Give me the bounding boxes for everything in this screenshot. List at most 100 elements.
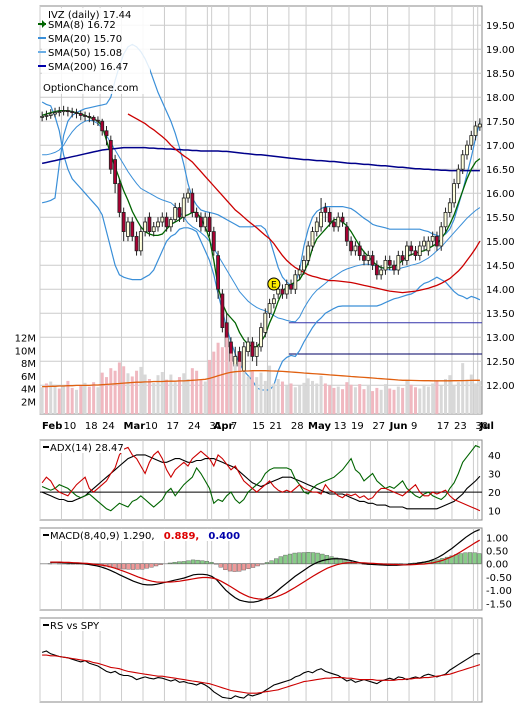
price-y-tick-2: 18.50 xyxy=(486,69,515,80)
macd-hist-bar-28 xyxy=(177,561,182,564)
candle-body-60 xyxy=(297,269,302,276)
volume-bar-60 xyxy=(298,385,302,414)
rs-title-swatch xyxy=(43,624,49,626)
volume-y-tick-3: 6M xyxy=(21,372,36,383)
adx-y-tick-1: 30 xyxy=(488,469,501,480)
volume-bar-83 xyxy=(396,386,400,414)
candle-body-14 xyxy=(100,120,105,132)
macd-title-background xyxy=(42,529,232,541)
volume-bar-40 xyxy=(212,351,216,414)
volume-bar-75 xyxy=(362,389,366,414)
price-y-tick-15: 12.00 xyxy=(486,381,515,392)
macd-hist-bar-37 xyxy=(218,563,223,568)
price-y-axis-labels: 19.50 19.00 18.50 18.00 17.50 17.00 16.50 16.00… xyxy=(486,21,515,392)
volume-bar-16 xyxy=(109,368,113,414)
candle-body-7 xyxy=(70,111,75,113)
volume-bar-3 xyxy=(53,384,57,414)
adx-series-1 xyxy=(41,444,481,512)
volume-bar-46 xyxy=(238,361,242,414)
adx-panel: 40 30 20 10 ADX(14) 28.47 xyxy=(39,439,501,521)
candle-body-10 xyxy=(83,115,87,117)
candle-body-26 xyxy=(151,226,156,233)
macd-hist-bar-39 xyxy=(227,563,233,572)
volume-bar-62 xyxy=(306,378,310,414)
volume-bar-43 xyxy=(225,337,229,414)
volume-bar-56 xyxy=(280,381,284,414)
volume-bar-102 xyxy=(478,380,482,414)
candle-body-5 xyxy=(61,110,66,113)
price-y-tick-8: 15.50 xyxy=(486,213,515,224)
candle-body-72 xyxy=(349,240,354,252)
macd-y-tick-4: -1.00 xyxy=(486,586,512,597)
volume-bar-94 xyxy=(444,379,448,414)
macd-title-main: MACD(8,40,9) 1.290, xyxy=(50,531,155,542)
macd-plot-area xyxy=(39,527,483,611)
volume-bar-31 xyxy=(173,382,177,414)
macd-hist-bar-90 xyxy=(463,552,468,564)
volume-bar-14 xyxy=(100,372,104,414)
x-tick-label-14: May xyxy=(308,421,331,432)
volume-bar-45 xyxy=(233,364,237,414)
volume-bar-5 xyxy=(62,386,66,414)
volume-y-tick-2: 8M xyxy=(21,359,36,370)
candle-body-0 xyxy=(40,116,45,118)
candle-body-57 xyxy=(284,283,289,295)
macd-panel: 1.00 0.50 0.00 -0.50 -1.00 -1.50 MACD(8,40,9)… xyxy=(39,527,512,611)
macd-hist-bar-40 xyxy=(232,563,237,572)
volume-bar-36 xyxy=(195,370,199,414)
macd-hist-bar-26 xyxy=(167,562,173,564)
candle-body-20 xyxy=(126,221,130,237)
macd-signal-value: 0.889, xyxy=(164,531,199,542)
macd-hist-bar-34 xyxy=(204,560,209,564)
candle-body-56 xyxy=(280,288,285,295)
volume-bar-82 xyxy=(392,389,396,414)
rs-panel: RS vs SPY xyxy=(39,617,483,703)
macd-hist-bar-45 xyxy=(255,563,260,567)
volume-bar-7 xyxy=(70,387,74,414)
volume-bar-37 xyxy=(199,379,203,414)
volume-bar-98 xyxy=(461,363,465,414)
macd-hist-bar-44 xyxy=(250,563,256,568)
earnings-marker: E xyxy=(267,277,281,291)
volume-bar-67 xyxy=(328,385,332,414)
candle-body-35 xyxy=(190,192,195,213)
candle-body-2 xyxy=(48,113,53,116)
candle-body-29 xyxy=(164,216,169,228)
volume-bar-15 xyxy=(105,377,109,414)
macd-hist-bar-29 xyxy=(181,561,186,564)
rs-series-0 xyxy=(41,650,480,700)
candle-body-49 xyxy=(250,341,255,357)
macd-hist-bar-87 xyxy=(449,555,454,564)
candle-body-40 xyxy=(211,231,216,252)
volume-bar-44 xyxy=(229,353,233,414)
adx-lines xyxy=(41,444,481,512)
candle-body-90 xyxy=(426,240,431,252)
volume-bar-86 xyxy=(409,384,413,414)
legend-items: SMA(8) 16.72 SMA(20) 15.70 SMA(50) 15.08 SM… xyxy=(38,20,129,73)
adx-y-tick-2: 20 xyxy=(488,488,501,499)
candle-body-65 xyxy=(319,211,323,228)
candle-body-52 xyxy=(263,312,268,333)
volume-bar-4 xyxy=(57,388,61,414)
x-tick-label-0: Feb xyxy=(42,421,62,432)
volume-bar-71 xyxy=(345,382,349,414)
candle-body-88 xyxy=(417,245,422,257)
macd-hist-bar-52 xyxy=(287,553,293,564)
macd-hist-bar-46 xyxy=(260,563,265,565)
macd-series-1 xyxy=(50,539,480,600)
volume-bar-78 xyxy=(375,387,379,414)
volume-bar-48 xyxy=(246,376,250,414)
macd-hist-bar-4 xyxy=(66,563,71,565)
macd-hist-value: 0.400 xyxy=(208,531,240,542)
x-tick-label-17: 27 xyxy=(372,421,385,432)
macd-y-tick-0: 1.00 xyxy=(486,533,508,544)
candle-body-80 xyxy=(383,259,388,271)
x-tick-label-4: Mar xyxy=(124,421,146,432)
legend-label-0: SMA(8) 16.72 xyxy=(48,20,116,31)
volume-bar-6 xyxy=(66,380,70,414)
x-tick-label-2: 18 xyxy=(85,421,98,432)
candle-body-54 xyxy=(271,298,276,304)
macd-hist-bar-17 xyxy=(126,563,131,570)
volume-bar-61 xyxy=(302,382,306,414)
macd-hist-bar-54 xyxy=(297,552,302,564)
